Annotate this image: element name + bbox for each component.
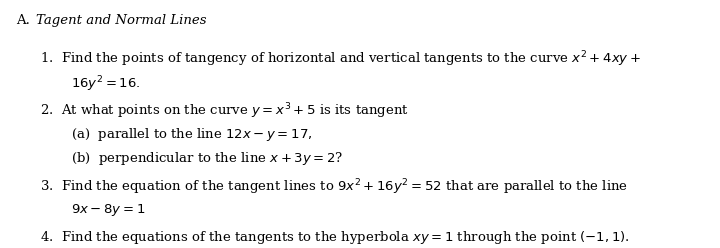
Text: 4.  Find the equations of the tangents to the hyperbola $xy = 1$ through the poi: 4. Find the equations of the tangents to…	[40, 229, 629, 247]
Text: 1.  Find the points of tangency of horizontal and vertical tangents to the curve: 1. Find the points of tangency of horizo…	[40, 50, 641, 69]
Text: $16y^2 = 16.$: $16y^2 = 16.$	[71, 74, 140, 94]
Text: (b)  perpendicular to the line $x + 3y = 2$?: (b) perpendicular to the line $x + 3y = …	[71, 150, 343, 167]
Text: A.: A.	[16, 14, 30, 27]
Text: 3.  Find the equation of the tangent lines to $9x^2 + 16y^2 = 52$ that are paral: 3. Find the equation of the tangent line…	[40, 177, 628, 197]
Text: (a)  parallel to the line $12x - y = 17,$: (a) parallel to the line $12x - y = 17,$	[71, 126, 312, 144]
Text: 2.  At what points on the curve $y = x^3 + 5$ is its tangent: 2. At what points on the curve $y = x^3 …	[40, 102, 408, 121]
Text: Tagent and Normal Lines: Tagent and Normal Lines	[36, 14, 207, 27]
Text: $9x - 8y = 1$: $9x - 8y = 1$	[71, 202, 145, 218]
